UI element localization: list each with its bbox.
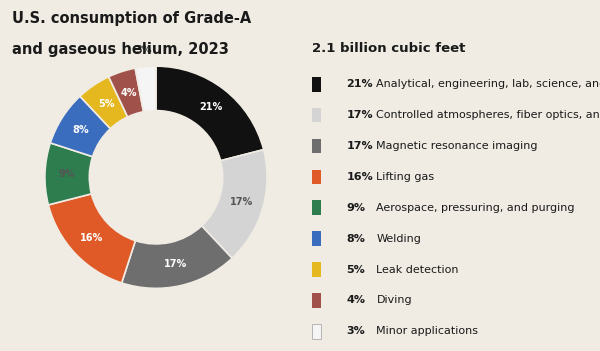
Text: 17%: 17%	[164, 259, 187, 269]
Text: 16%: 16%	[80, 233, 103, 243]
Wedge shape	[202, 150, 267, 258]
Text: 17%: 17%	[230, 197, 253, 207]
FancyBboxPatch shape	[312, 231, 321, 246]
FancyBboxPatch shape	[312, 139, 321, 153]
Text: Leak detection: Leak detection	[377, 265, 459, 274]
FancyBboxPatch shape	[312, 108, 321, 122]
Wedge shape	[50, 96, 110, 157]
Wedge shape	[122, 226, 232, 289]
Wedge shape	[135, 66, 156, 112]
Text: 8%: 8%	[73, 125, 89, 135]
FancyBboxPatch shape	[312, 262, 321, 277]
Wedge shape	[156, 66, 263, 161]
Text: 3%: 3%	[347, 326, 365, 336]
Text: Lifting gas: Lifting gas	[377, 172, 434, 182]
Text: 21%: 21%	[199, 102, 222, 112]
Text: 16%: 16%	[347, 172, 373, 182]
FancyBboxPatch shape	[312, 200, 321, 215]
FancyBboxPatch shape	[312, 77, 321, 92]
Text: 3%: 3%	[136, 45, 152, 55]
Text: Controlled atmospheres, fiber optics, and semiconductors: Controlled atmospheres, fiber optics, an…	[377, 110, 600, 120]
Text: Magnetic resonance imaging: Magnetic resonance imaging	[377, 141, 538, 151]
Text: 8%: 8%	[347, 234, 365, 244]
Text: 4%: 4%	[347, 296, 365, 305]
Text: 17%: 17%	[347, 110, 373, 120]
FancyBboxPatch shape	[312, 170, 321, 184]
Wedge shape	[49, 194, 136, 283]
FancyBboxPatch shape	[312, 293, 321, 308]
Wedge shape	[109, 68, 143, 117]
Text: Diving: Diving	[377, 296, 412, 305]
Text: and gaseous helium, 2023: and gaseous helium, 2023	[12, 42, 229, 57]
Text: 17%: 17%	[347, 141, 373, 151]
FancyBboxPatch shape	[312, 324, 321, 339]
Text: Aerospace, pressuring, and purging: Aerospace, pressuring, and purging	[377, 203, 575, 213]
Text: 5%: 5%	[347, 265, 365, 274]
Text: Analytical, engineering, lab, science, and specialty gases: Analytical, engineering, lab, science, a…	[377, 79, 600, 89]
Text: 9%: 9%	[59, 170, 76, 179]
Text: 21%: 21%	[347, 79, 373, 89]
Text: 5%: 5%	[98, 99, 114, 109]
Text: Welding: Welding	[377, 234, 421, 244]
Text: U.S. consumption of Grade-A: U.S. consumption of Grade-A	[12, 11, 251, 26]
Text: 2.1 billion cubic feet: 2.1 billion cubic feet	[312, 42, 466, 55]
Text: 4%: 4%	[120, 88, 137, 98]
Text: Minor applications: Minor applications	[377, 326, 479, 336]
Wedge shape	[80, 77, 128, 129]
Wedge shape	[45, 143, 92, 205]
Text: 9%: 9%	[347, 203, 365, 213]
